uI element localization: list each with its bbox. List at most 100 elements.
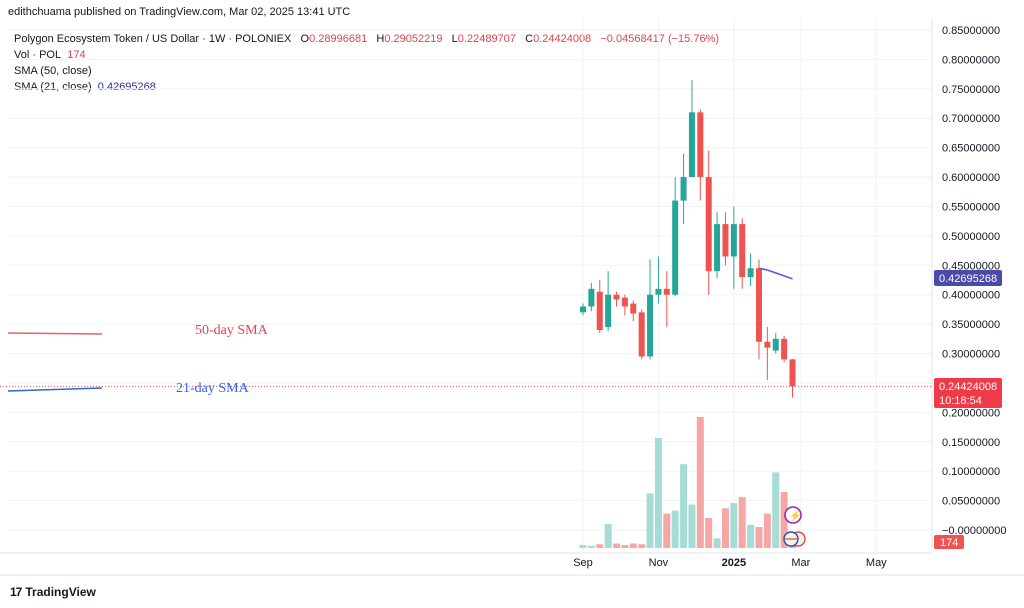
close-value: 0.24424008	[533, 33, 592, 45]
candle-body	[647, 294, 654, 357]
volume-bar	[646, 493, 654, 548]
sma21-label: SMA (21, close)	[14, 81, 92, 93]
candle-body	[596, 291, 603, 330]
price-tick-label: 0.15000000	[942, 437, 1000, 449]
candle-body	[621, 297, 628, 307]
volume-bar	[713, 538, 721, 548]
candle-body	[630, 303, 637, 314]
brand-name: TradingView	[25, 585, 96, 599]
volume-bar	[772, 472, 780, 548]
candle-body	[747, 268, 754, 278]
volume-bar	[613, 543, 621, 548]
time-tick-label: 2025	[722, 557, 746, 569]
sma21-price-badge: 0.42695268	[934, 270, 1002, 286]
candle-body	[655, 288, 662, 295]
time-tick-label: May	[866, 557, 887, 569]
sma21-value: 0.42695268	[97, 81, 156, 93]
volume-bar	[604, 524, 612, 548]
volume-bar	[738, 497, 746, 548]
high-label: H	[376, 33, 385, 45]
legend-sma50-row[interactable]: SMA (50, close)	[14, 63, 719, 79]
candle-body	[755, 268, 762, 342]
candle-body	[697, 112, 704, 178]
price-tick-label: 0.70000000	[942, 113, 1000, 125]
low-label: L	[451, 33, 458, 45]
time-axis[interactable]: Sep Nov 2025 Mar May	[573, 557, 887, 569]
candle-body	[722, 224, 729, 257]
candle-body	[772, 338, 779, 351]
candle-body	[638, 312, 645, 357]
volume-bar	[663, 513, 671, 548]
time-tick-label: Sep	[573, 557, 593, 569]
candles	[580, 80, 796, 398]
price-tick-label: 0.10000000	[942, 466, 1000, 478]
price-tick-label: −0.00000000	[942, 525, 1007, 537]
open-value: 0.28996681	[309, 33, 368, 45]
volume-bar	[780, 491, 788, 548]
candle-body	[663, 288, 670, 295]
lightning-glyph-icon: ⚡	[789, 509, 801, 522]
candle-body	[588, 288, 595, 307]
sma50-annotation-line	[7, 332, 103, 335]
volume-bar	[705, 518, 713, 548]
volume-bar	[730, 503, 738, 548]
volume-bar	[755, 527, 763, 548]
event-icons[interactable]: ⚡	[783, 506, 806, 547]
candle-body	[580, 306, 586, 313]
volume-bar	[654, 437, 662, 548]
open-label: O	[300, 33, 310, 45]
price-tick-label: 0.80000000	[942, 54, 1000, 66]
candle-body	[672, 200, 679, 295]
chart-legend: Polygon Ecosystem Token / US Dollar · 1W…	[14, 31, 719, 95]
sma21-line	[758, 267, 793, 280]
volume-bar	[696, 417, 704, 548]
price-tick-label: 0.40000000	[942, 290, 1000, 302]
lightning-event-icon[interactable]	[784, 506, 802, 524]
candle-body	[789, 359, 796, 387]
price-tick-label: 0.50000000	[942, 231, 1000, 243]
last-price-badge: 0.24424008 10:18:54	[934, 378, 1002, 408]
close-label: C	[525, 33, 534, 45]
price-tick-label: 0.20000000	[942, 407, 1000, 419]
volume-bars	[579, 417, 796, 548]
candle-body	[739, 224, 746, 278]
price-tick-label: 0.45000000	[942, 260, 1000, 272]
legend-symbol-row: Polygon Ecosystem Token / US Dollar · 1W…	[14, 31, 719, 47]
price-tick-label: 0.75000000	[942, 84, 1000, 96]
symbol-title[interactable]: Polygon Ecosystem Token / US Dollar · 1W…	[14, 33, 292, 45]
price-tick-label: 0.55000000	[942, 201, 1000, 213]
volume-bar	[638, 544, 646, 548]
price-tick-label: 0.05000000	[942, 496, 1000, 508]
countdown-badge-text: 10:18:54	[939, 395, 982, 407]
candle-body	[605, 294, 612, 328]
volume-label: Vol · POL	[14, 49, 62, 61]
sma50-annotation-label: 50-day SMA	[195, 323, 269, 338]
volume-bar	[680, 464, 688, 548]
low-value: 0.22489707	[457, 33, 516, 45]
volume-bar	[671, 510, 679, 548]
sma21-badge-text: 0.42695268	[939, 273, 997, 285]
chart-grid	[8, 18, 932, 553]
high-value: 0.29052219	[384, 33, 443, 45]
volume-bar	[579, 545, 587, 548]
price-tick-label: 0.60000000	[942, 172, 1000, 184]
volume-bar	[747, 524, 755, 548]
legend-volume-row[interactable]: Vol · POL 174	[14, 47, 719, 63]
price-tick-label: 0.30000000	[942, 349, 1000, 361]
candle-body	[613, 294, 620, 300]
time-tick-label: Mar	[791, 557, 810, 569]
candle-body	[781, 338, 788, 360]
candle-body	[688, 112, 695, 178]
price-tick-label: 0.65000000	[942, 143, 1000, 155]
tradingview-logo-icon: 17	[10, 585, 22, 599]
change-value: −0.04568417 (−15.76%)	[600, 33, 720, 45]
price-tick-label: 0.35000000	[942, 319, 1000, 331]
sma21-annotation-label: 21-day SMA	[176, 381, 250, 396]
candle-body	[730, 224, 737, 257]
volume-bar	[629, 543, 637, 548]
footer-brand[interactable]: 17 TradingView	[10, 585, 96, 599]
legend-sma21-row[interactable]: SMA (21, close) 0.42695268	[14, 79, 719, 95]
volume-bar	[763, 513, 771, 548]
volume-value: 174	[67, 49, 86, 61]
